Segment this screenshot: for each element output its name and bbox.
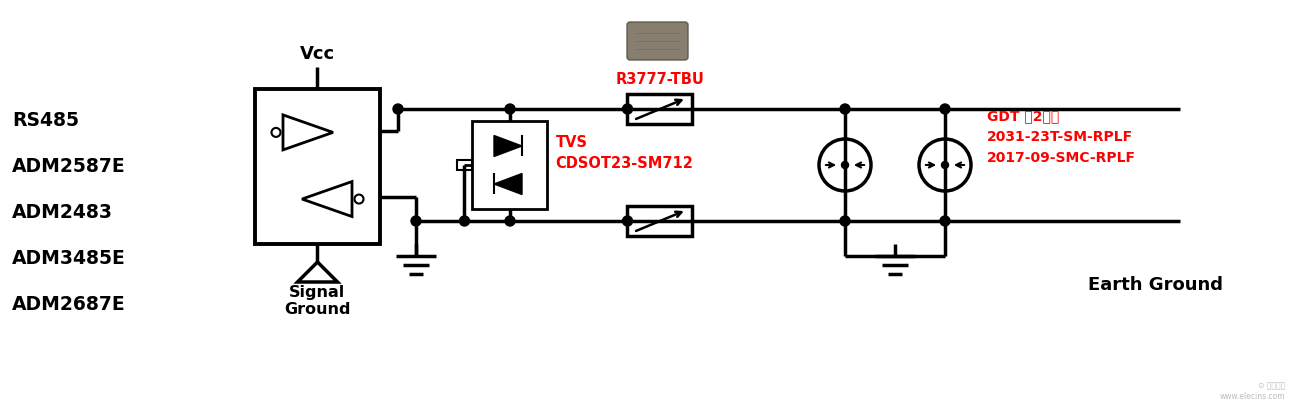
Text: R3777-TBU: R3777-TBU (616, 72, 705, 87)
Circle shape (940, 104, 950, 114)
Circle shape (459, 216, 470, 226)
Polygon shape (495, 135, 522, 157)
Text: ADM2687E: ADM2687E (12, 295, 125, 314)
FancyBboxPatch shape (626, 22, 688, 60)
Circle shape (940, 216, 950, 226)
Circle shape (840, 216, 850, 226)
Circle shape (505, 104, 515, 114)
Text: Vcc: Vcc (300, 45, 335, 63)
Circle shape (622, 216, 633, 226)
Text: ⊙ 瑞阀技术
www.elecins.com: ⊙ 瑞阀技术 www.elecins.com (1219, 382, 1285, 401)
Circle shape (941, 161, 949, 168)
Circle shape (842, 161, 848, 168)
Text: ADM3485E: ADM3485E (12, 249, 125, 268)
Bar (628, 94, 693, 124)
Circle shape (840, 104, 850, 114)
Bar (628, 206, 693, 236)
Text: ADM2483: ADM2483 (12, 203, 114, 222)
Polygon shape (495, 173, 522, 194)
Text: ADM2587E: ADM2587E (12, 157, 125, 176)
Circle shape (411, 216, 422, 226)
Circle shape (622, 104, 633, 114)
Text: TVS
CDSOT23-SM712: TVS CDSOT23-SM712 (556, 135, 693, 171)
Circle shape (393, 104, 403, 114)
Circle shape (505, 216, 515, 226)
Bar (254, 89, 380, 244)
Bar (458, 160, 472, 170)
Text: RS485: RS485 (12, 111, 80, 130)
Bar (472, 121, 548, 209)
Text: Earth Ground: Earth Ground (1087, 276, 1223, 294)
Text: GDT （2极）
2031-23T-SM-RPLF
2017-09-SMC-RPLF: GDT （2极） 2031-23T-SM-RPLF 2017-09-SMC-RP… (987, 109, 1135, 165)
Text: Signal
Ground: Signal Ground (284, 285, 351, 318)
